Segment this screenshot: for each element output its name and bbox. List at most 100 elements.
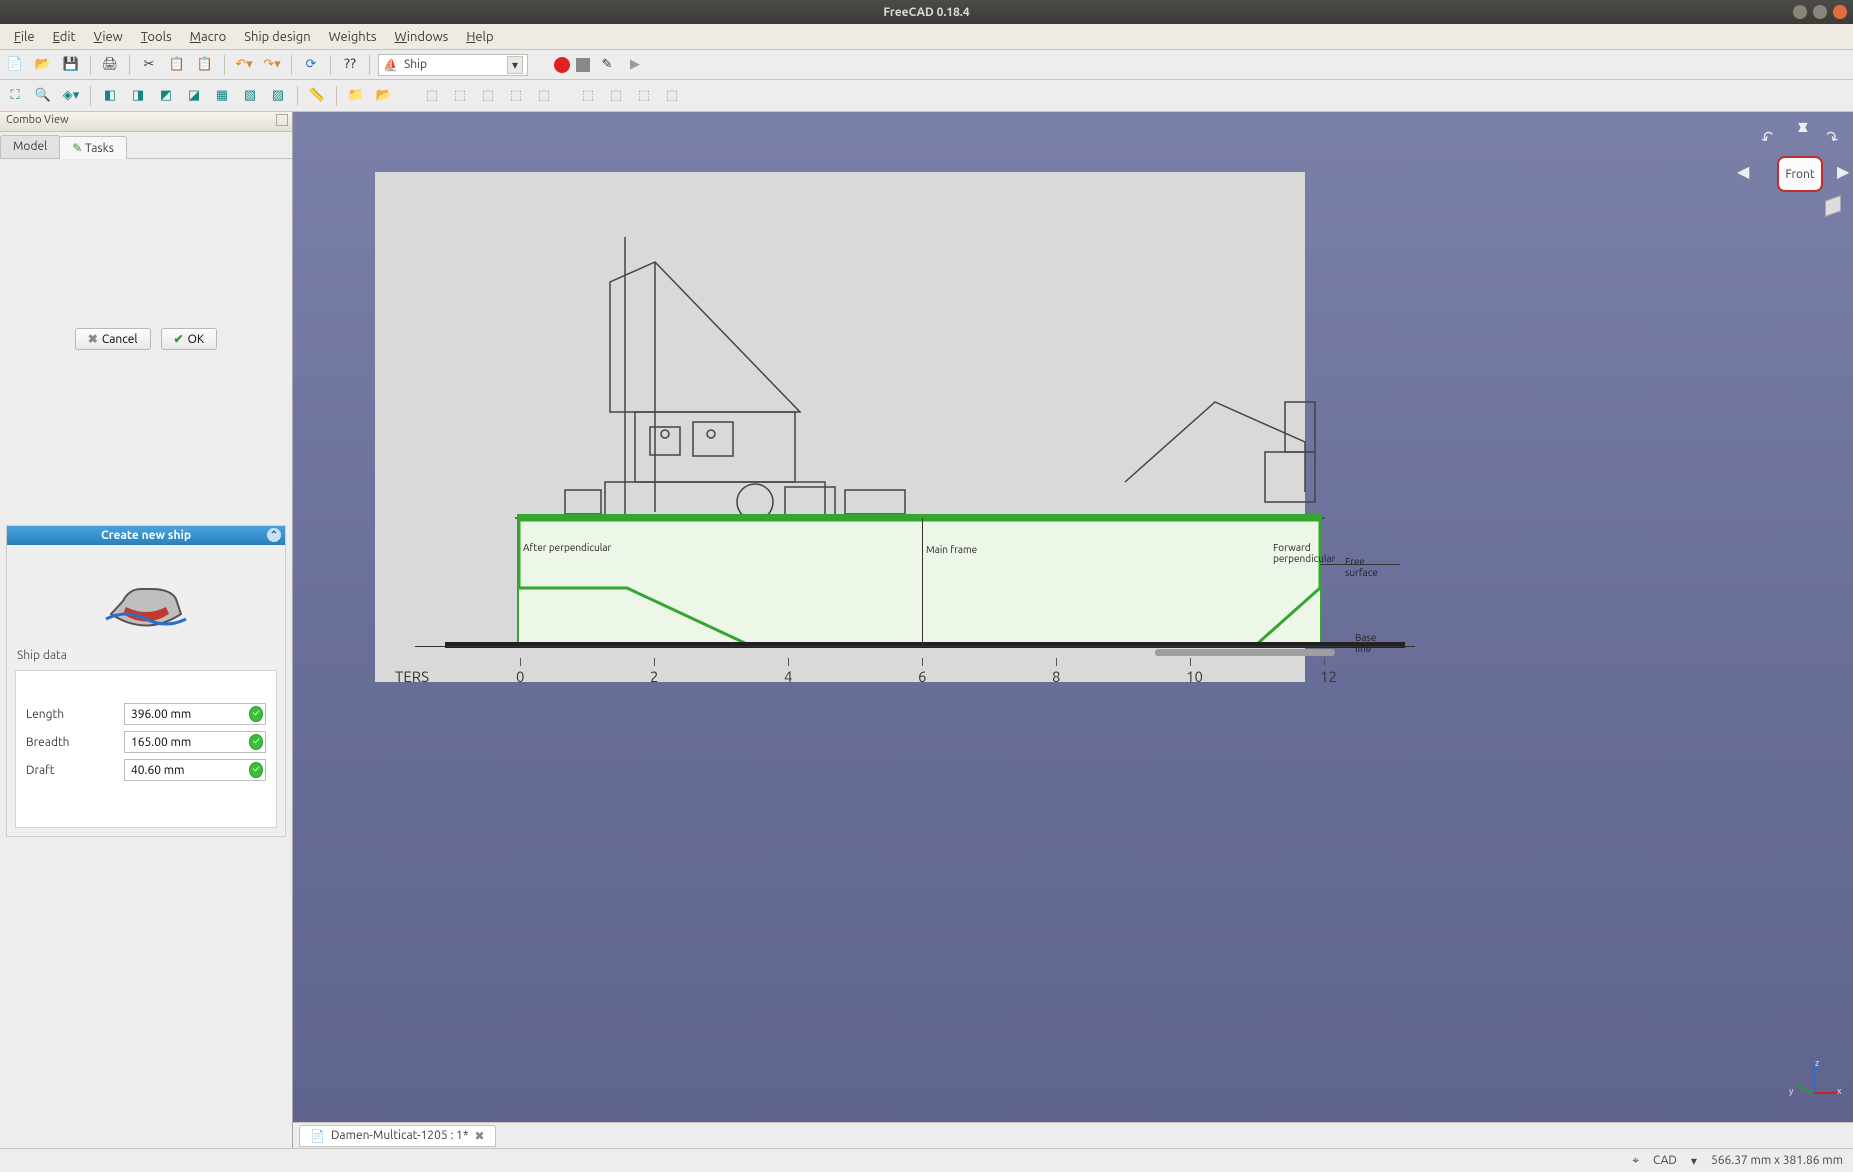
draft-value[interactable] <box>125 764 249 777</box>
print-icon[interactable]: 🖨 <box>99 54 121 76</box>
macro-stop-icon[interactable] <box>576 58 590 72</box>
navigation-cube[interactable]: ▲ ▼ ◀ ▶ ↶ ↷ Front <box>1755 118 1845 218</box>
menu-windows[interactable]: Windows <box>387 27 457 47</box>
copy-icon[interactable]: 📋 <box>166 54 188 76</box>
breadth-input[interactable] <box>124 731 266 753</box>
ruler: TERS 024681012 <box>435 660 1375 700</box>
menu-bar: FileEditViewToolsMacroShip designWeights… <box>0 24 1853 50</box>
whatsthis-icon[interactable]: ⁇ <box>339 54 361 76</box>
ship-capacity-icon[interactable]: ⬚ <box>633 85 655 107</box>
view-bottom-icon[interactable]: ▦ <box>211 85 233 107</box>
view-left-icon[interactable]: ▧ <box>239 85 261 107</box>
ship-load-icon[interactable]: ⬚ <box>533 85 555 107</box>
close-tab-icon[interactable]: ✖ <box>475 1129 485 1143</box>
view-axo-icon[interactable]: ▨ <box>267 85 289 107</box>
valid-icon <box>249 706 263 722</box>
combo-tabs: Model✎ Tasks <box>0 132 292 159</box>
navcube-cw-icon[interactable]: ↷ <box>1821 126 1842 149</box>
breadth-value[interactable] <box>125 736 249 749</box>
viewport-scrollbar[interactable] <box>1155 649 1335 656</box>
menu-weights[interactable]: Weights <box>321 27 385 47</box>
macro-edit-icon[interactable]: ✎ <box>596 54 618 76</box>
refresh-icon[interactable]: ⟳ <box>300 54 322 76</box>
menu-macro[interactable]: Macro <box>182 27 235 47</box>
combo-view-header: Combo View <box>0 112 292 132</box>
panel-header: Create new ship ⌃ <box>7 526 285 545</box>
tab-tasks[interactable]: ✎ Tasks <box>59 136 127 159</box>
cancel-button[interactable]: ✖Cancel <box>75 328 151 350</box>
measure-icon[interactable]: 📏 <box>306 85 328 107</box>
hull-region <box>517 518 1322 646</box>
document-icon: 📄 <box>310 1129 325 1143</box>
ruler-tick-label: 12 <box>1320 668 1337 685</box>
axis-indicator: z x y <box>1785 1062 1841 1118</box>
view-right-icon[interactable]: ◩ <box>155 85 177 107</box>
open-file-icon[interactable]: 📂 <box>32 54 54 76</box>
view-top-icon[interactable]: ◨ <box>127 85 149 107</box>
navcube-down-icon[interactable]: ▼ <box>1795 118 1811 137</box>
length-input[interactable] <box>124 703 266 725</box>
navcube-right-icon[interactable]: ▶ <box>1837 162 1849 181</box>
drawing-canvas: After perpendicular Main frame Forward p… <box>375 172 1305 682</box>
status-nav-icon[interactable]: ⌖ <box>1632 1154 1639 1168</box>
macro-play-icon[interactable]: ▶ <box>624 54 646 76</box>
cut-icon[interactable]: ✂ <box>138 54 160 76</box>
menu-ship-design[interactable]: Ship design <box>236 27 318 47</box>
hull-outline <box>517 518 1322 646</box>
toolbar-separator <box>224 55 225 75</box>
view-front-icon[interactable]: ◧ <box>99 85 121 107</box>
3d-viewport[interactable]: After perpendicular Main frame Forward p… <box>293 112 1853 1148</box>
ship-outline-icon[interactable]: ⬚ <box>449 85 471 107</box>
status-cad-label[interactable]: CAD <box>1653 1154 1677 1167</box>
status-cad-dropdown-icon[interactable]: ▾ <box>1691 1154 1697 1168</box>
menu-edit[interactable]: Edit <box>45 27 84 47</box>
fit-all-icon[interactable]: ⛶ <box>4 85 26 107</box>
field-label: Length <box>26 708 112 721</box>
paste-icon[interactable]: 📋 <box>194 54 216 76</box>
minimize-button[interactable] <box>1793 5 1807 19</box>
ok-button[interactable]: ✔OK <box>161 328 218 350</box>
toolbar-separator <box>330 55 331 75</box>
length-value[interactable] <box>125 708 249 721</box>
ruler-tick <box>654 658 655 666</box>
undock-icon[interactable] <box>276 114 288 126</box>
group-icon[interactable]: 📂 <box>373 85 395 107</box>
navcube-ccw-icon[interactable]: ↶ <box>1757 126 1778 149</box>
save-file-icon[interactable]: 💾 <box>60 54 82 76</box>
draft-input[interactable] <box>124 759 266 781</box>
tab-model[interactable]: Model <box>0 135 60 158</box>
menu-help[interactable]: Help <box>458 27 501 47</box>
ship-tank-icon[interactable]: ⬚ <box>605 85 627 107</box>
ship-gz-icon[interactable]: ⬚ <box>661 85 683 107</box>
ship-weight-icon[interactable]: ⬚ <box>577 85 599 107</box>
baseline-thin <box>415 646 1415 647</box>
navcube-mini-icon[interactable] <box>1825 195 1841 217</box>
ruler-tick <box>1056 658 1057 666</box>
view-rear-icon[interactable]: ◪ <box>183 85 205 107</box>
menu-file[interactable]: File <box>6 27 43 47</box>
new-file-icon[interactable]: 📄 <box>4 54 26 76</box>
redo-icon[interactable]: ↷▾ <box>261 54 283 76</box>
panel-collapse-icon[interactable]: ⌃ <box>267 528 281 542</box>
status-bar: ⌖ CAD ▾ 566.37 mm x 381.86 mm <box>0 1148 1853 1172</box>
ship-hydro-icon[interactable]: ⬚ <box>505 85 527 107</box>
isometric-icon[interactable]: ◈▾ <box>60 85 82 107</box>
maximize-button[interactable] <box>1813 5 1827 19</box>
fit-selection-icon[interactable]: 🔍 <box>32 85 54 107</box>
undo-icon[interactable]: ↶▾ <box>233 54 255 76</box>
menu-tools[interactable]: Tools <box>133 27 180 47</box>
baseline <box>445 642 1405 648</box>
ship-geom-icon[interactable]: ⬚ <box>421 85 443 107</box>
close-button[interactable] <box>1833 5 1847 19</box>
navcube-left-icon[interactable]: ◀ <box>1737 162 1749 181</box>
ship-area-icon[interactable]: ⬚ <box>477 85 499 107</box>
workbench-selector[interactable]: ⛵ Ship ▾ <box>378 54 528 76</box>
ruler-tick <box>788 658 789 666</box>
ruler-tick-label: 8 <box>1052 668 1060 685</box>
menu-view[interactable]: View <box>86 27 131 47</box>
document-tab[interactable]: 📄 Damen-Multicat-1205 : 1* ✖ <box>299 1125 496 1147</box>
part-icon[interactable]: 📁 <box>345 85 367 107</box>
ship-superstructure-sketch <box>515 232 1325 522</box>
navcube-face[interactable]: Front <box>1777 156 1823 192</box>
macro-record-icon[interactable] <box>554 57 570 73</box>
